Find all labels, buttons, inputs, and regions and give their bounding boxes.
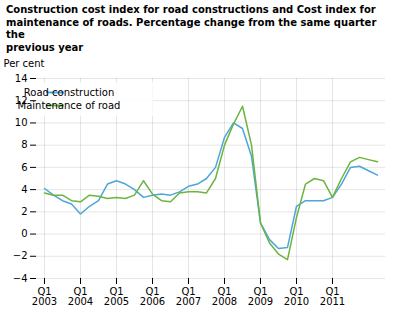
svg-text:Q12005: Q12005 (104, 286, 129, 307)
svg-text:4: 4 (21, 184, 27, 195)
svg-text:Q12011: Q12011 (320, 286, 345, 307)
svg-text:Q12004: Q12004 (68, 286, 93, 307)
svg-text:Q12006: Q12006 (140, 286, 165, 307)
svg-text:Maintenance of road: Maintenance of road (18, 100, 121, 111)
html-text:Construction cost index for ro: Construction cost index for road constru… (6, 4, 377, 53)
svg-text:−2: −2 (13, 250, 28, 261)
svg-text:6: 6 (21, 162, 27, 173)
svg-text:Q12007: Q12007 (176, 286, 201, 307)
svg-text:0: 0 (21, 228, 27, 239)
svg-text:Q12008: Q12008 (212, 286, 237, 307)
svg-text:Q12003: Q12003 (32, 286, 57, 307)
svg-text:Q12009: Q12009 (248, 286, 273, 307)
svg-text:2: 2 (21, 206, 27, 217)
svg-text:−4: −4 (13, 273, 28, 284)
svg-text:Q12010: Q12010 (284, 286, 309, 307)
svg-text:8: 8 (21, 139, 27, 150)
svg-text:14: 14 (15, 73, 28, 84)
svg-text:Per cent: Per cent (4, 58, 45, 69)
svg-text:Road construction: Road construction (24, 87, 114, 98)
svg-text:10: 10 (15, 117, 28, 128)
